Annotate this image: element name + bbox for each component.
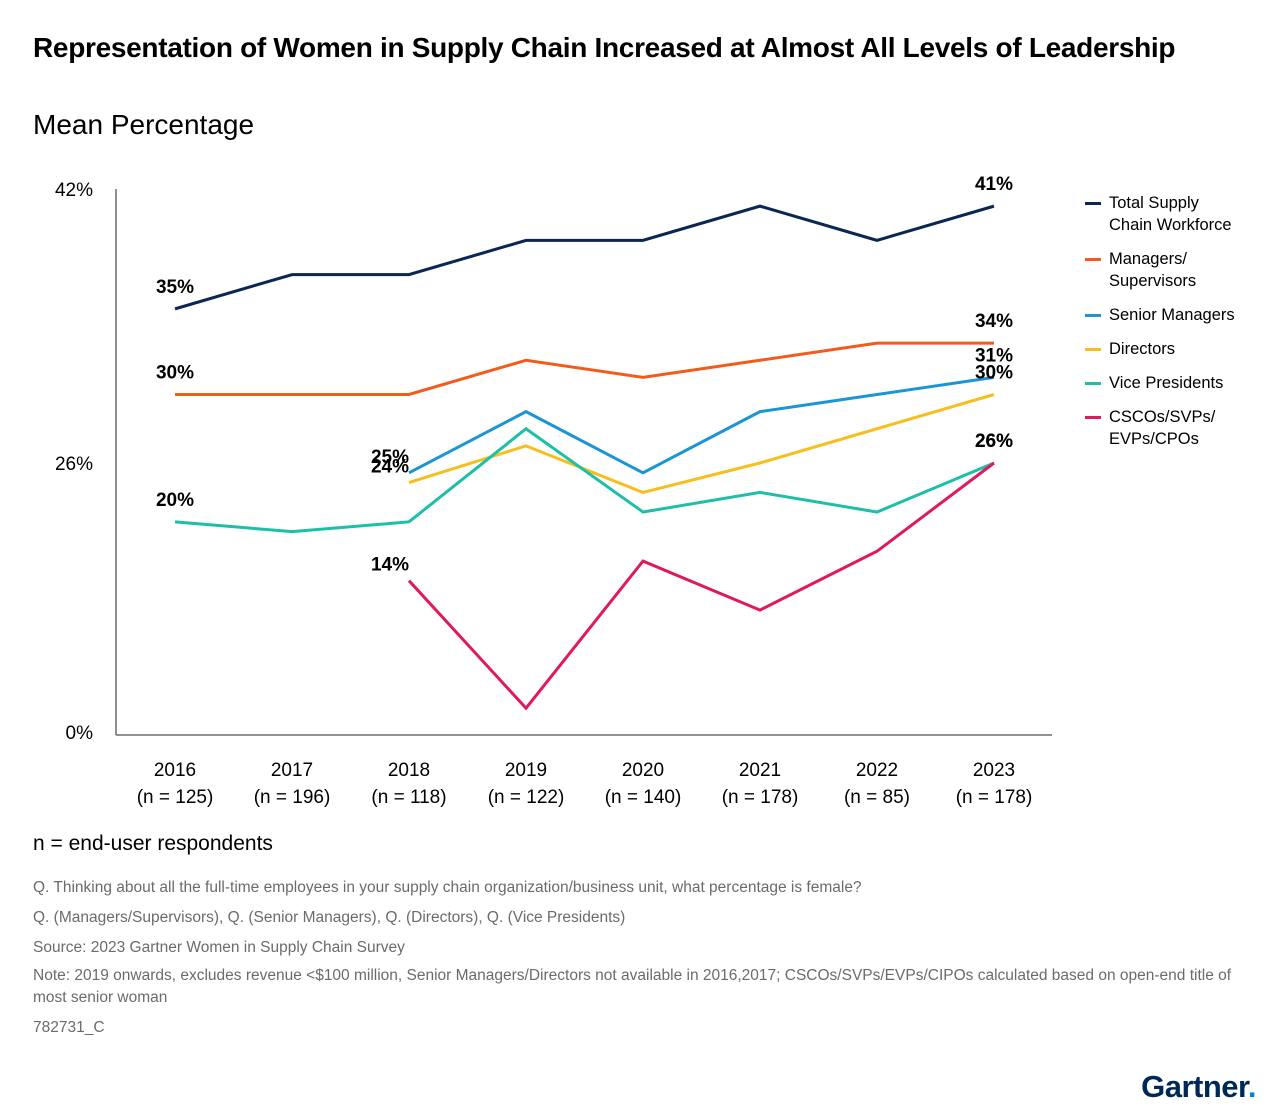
x-tick-label: 2018 [388, 760, 430, 781]
legend-item: Managers/Supervisors [1085, 248, 1275, 292]
gartner-logo: Gartner. [1141, 1069, 1256, 1104]
y-tick-label: 26% [55, 454, 93, 475]
data-label: 30% [156, 363, 194, 384]
series-line [175, 341, 994, 396]
legend-swatch [1085, 348, 1101, 351]
x-tick-label: 2020 [622, 760, 664, 781]
axes [115, 189, 1052, 736]
x-tick-label: 2021 [739, 760, 781, 781]
footnote-question: Q. Thinking about all the full-time empl… [33, 879, 862, 896]
data-label: 14% [371, 555, 409, 576]
legend-item: Senior Managers [1085, 304, 1275, 326]
data-label: 25% [371, 447, 409, 468]
series-line [408, 393, 995, 494]
footnote-source: Source: 2023 Gartner Women in Supply Cha… [33, 939, 405, 956]
series-line [174, 204, 995, 311]
x-tick-labels: 2016 (n = 125) 2017 (n = 196) 2018 (n = 118) 2… [137, 760, 1033, 808]
data-label: 30% [975, 363, 1013, 384]
data-labels: 35%41%30%34%25%31%24%30%20%26%14%26% [156, 174, 1013, 576]
series-line [407, 461, 995, 711]
x-tick-sublabel: (n = 118) [371, 787, 446, 808]
x-tick-label: 2019 [505, 760, 547, 781]
series-line [174, 426, 995, 534]
legend-label: Managers/ [1109, 250, 1187, 268]
data-label: 41% [975, 174, 1013, 195]
x-tick-label: 2016 [154, 760, 196, 781]
x-tick-label: 2022 [856, 760, 898, 781]
data-label: 34% [975, 311, 1013, 332]
chart-subtitle: Mean Percentage [33, 109, 255, 140]
series-line [408, 375, 995, 475]
data-label: 26% [975, 431, 1013, 452]
legend-label-line2: EVPs/CPOs [1109, 430, 1199, 448]
legend-label: Vice Presidents [1109, 374, 1224, 392]
chart-title: Representation of Women in Supply Chain … [33, 32, 1176, 63]
x-tick-sublabel: (n = 178) [722, 787, 799, 808]
data-label: 20% [156, 490, 194, 511]
y-tick-labels: 42% 26% 0% [55, 180, 93, 744]
data-label: 35% [156, 277, 194, 298]
data-label: 24% [371, 457, 409, 478]
x-tick-sublabel: (n = 196) [254, 787, 331, 808]
data-label: 26% [975, 431, 1013, 452]
legend-item: Vice Presidents [1085, 372, 1275, 394]
legend-label: Total Supply [1109, 194, 1199, 212]
legend-swatch [1085, 202, 1101, 205]
legend-swatch [1085, 314, 1101, 317]
legend-swatch [1085, 382, 1101, 385]
legend-label: CSCOs/SVPs/ [1109, 408, 1216, 426]
respondents-note: n = end-user respondents [33, 832, 273, 855]
footnote-subquestions: Q. (Managers/Supervisors), Q. (Senior Ma… [33, 909, 626, 926]
footnote-note: Note: 2019 onwards, excludes revenue <$1… [33, 967, 1232, 1006]
legend-label-line2: Supervisors [1109, 272, 1197, 290]
legend-swatch [1085, 416, 1101, 419]
legend-label: Senior Managers [1109, 306, 1235, 324]
x-tick-sublabel: (n = 178) [956, 787, 1033, 808]
footnote-id: 782731_C [33, 1019, 105, 1036]
legend: Total Supply Chain Workforce Managers/Supe… [1085, 192, 1275, 462]
series-lines [174, 204, 995, 711]
x-tick-sublabel: (n = 85) [844, 787, 910, 808]
x-tick-label: 2017 [271, 760, 313, 781]
legend-label: Directors [1109, 340, 1176, 358]
legend-item: Total Supply Chain Workforce [1085, 192, 1275, 236]
data-label: 31% [975, 345, 1013, 366]
line-chart: 35% 41% 30% 34% 25% 31% 24% 30% 20% 26% 14% 26% 201… [55, 174, 1052, 808]
x-tick-sublabel: (n = 122) [488, 787, 565, 808]
y-tick-label: 0% [66, 723, 94, 744]
legend-item: Directors [1085, 338, 1275, 360]
x-tick-label: 2023 [973, 760, 1015, 781]
x-tick-sublabel: (n = 140) [605, 787, 682, 808]
legend-swatch [1085, 258, 1101, 261]
x-tick-sublabel: (n = 125) [137, 787, 214, 808]
legend-item: CSCOs/SVPs/EVPs/CPOs [1085, 406, 1275, 450]
legend-label-line2: Chain Workforce [1109, 216, 1232, 234]
y-tick-label: 42% [55, 180, 93, 201]
